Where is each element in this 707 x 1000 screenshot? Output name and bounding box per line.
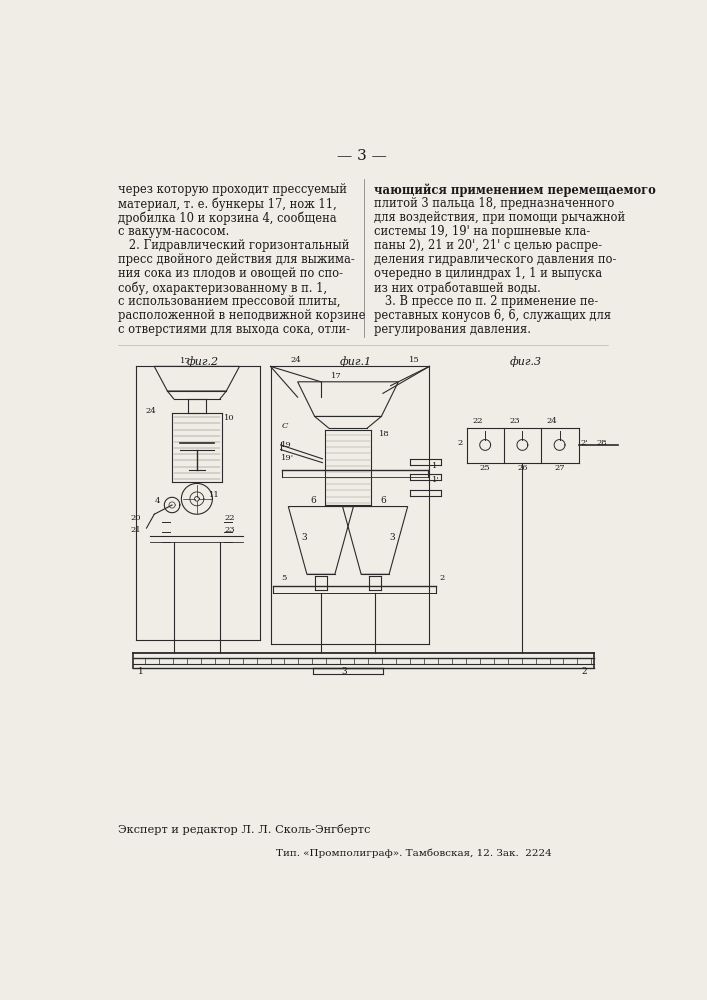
Text: 2: 2 — [457, 439, 463, 447]
Text: 27: 27 — [554, 464, 565, 472]
Text: паны 2), 21 и 20', 21' с целью распре-: паны 2), 21 и 20', 21' с целью распре- — [373, 239, 602, 252]
Text: очередно в цилиндрах 1, 1 и выпуска: очередно в цилиндрах 1, 1 и выпуска — [373, 267, 602, 280]
Text: 11: 11 — [209, 491, 219, 499]
Text: 17: 17 — [331, 372, 341, 380]
Text: чающийся применением перемещаемого: чающийся применением перемещаемого — [373, 183, 655, 197]
Text: 2': 2' — [580, 439, 588, 447]
Text: 4: 4 — [154, 497, 160, 505]
Text: 21: 21 — [131, 526, 141, 534]
Text: 3. В прессе по п. 2 применение пе-: 3. В прессе по п. 2 применение пе- — [373, 295, 598, 308]
Text: через которую проходит прессуемый: через которую проходит прессуемый — [118, 183, 346, 196]
Text: 3: 3 — [390, 533, 395, 542]
Text: 28: 28 — [597, 439, 607, 447]
Text: 25: 25 — [480, 464, 491, 472]
Text: 3: 3 — [301, 533, 307, 542]
Text: 3: 3 — [341, 667, 347, 676]
Text: с использованием прессовой плиты,: с использованием прессовой плиты, — [118, 295, 340, 308]
Text: регулирования давления.: регулирования давления. — [373, 323, 530, 336]
Text: собу, охарактеризованному в п. 1,: собу, охарактеризованному в п. 1, — [118, 281, 327, 295]
Text: 24: 24 — [547, 417, 557, 425]
Text: C: C — [281, 422, 288, 430]
Text: плитой 3 пальца 18, предназначенного: плитой 3 пальца 18, предназначенного — [373, 197, 614, 210]
Text: 6: 6 — [310, 496, 316, 505]
Text: 24: 24 — [291, 356, 301, 364]
Text: 2. Гидравлический горизонтальный: 2. Гидравлический горизонтальный — [118, 239, 349, 252]
Text: фиг.1: фиг.1 — [339, 356, 372, 367]
Text: — 3 —: — 3 — — [337, 149, 387, 163]
Text: 20: 20 — [131, 514, 141, 522]
Text: расположенной в неподвижной корзине: расположенной в неподвижной корзине — [118, 309, 366, 322]
Text: для воздействия, при помощи рычажной: для воздействия, при помощи рычажной — [373, 211, 625, 224]
Text: 22: 22 — [473, 417, 484, 425]
Text: 5: 5 — [281, 574, 286, 582]
Text: 23: 23 — [509, 417, 520, 425]
Text: 1: 1 — [433, 462, 438, 470]
Text: 1: 1 — [138, 667, 144, 676]
Text: фиг.2: фиг.2 — [187, 356, 219, 367]
Text: 17: 17 — [180, 357, 191, 365]
Text: материал, т. е. бункеры 17, нож 11,: материал, т. е. бункеры 17, нож 11, — [118, 197, 337, 211]
Text: 19': 19' — [281, 454, 293, 462]
Text: 19: 19 — [281, 441, 291, 449]
Text: 15: 15 — [409, 356, 419, 364]
Text: 2: 2 — [582, 667, 588, 676]
Text: системы 19, 19' на поршневые кла-: системы 19, 19' на поршневые кла- — [373, 225, 590, 238]
Text: 23: 23 — [224, 526, 235, 534]
Text: 6: 6 — [380, 496, 386, 505]
Text: Тип. «Промполиграф». Тамбовская, 12. Зак.  2224: Тип. «Промполиграф». Тамбовская, 12. Зак… — [276, 848, 551, 858]
Text: 1': 1' — [433, 476, 440, 484]
Text: 24: 24 — [146, 407, 156, 415]
Text: из них отработавшей воды.: из них отработавшей воды. — [373, 281, 540, 295]
Text: Эксперт и редактор Л. Л. Сколь-Энгбертс: Эксперт и редактор Л. Л. Сколь-Энгбертс — [118, 824, 370, 835]
Text: 2: 2 — [439, 574, 445, 582]
Text: 10: 10 — [224, 414, 235, 422]
Text: 22: 22 — [224, 514, 235, 522]
Text: пресс двойного действия для выжима-: пресс двойного действия для выжима- — [118, 253, 355, 266]
Text: дробилка 10 и корзина 4, сообщена: дробилка 10 и корзина 4, сообщена — [118, 211, 337, 225]
Text: реставных конусов 6, 6, служащих для: реставных конусов 6, 6, служащих для — [373, 309, 611, 322]
Text: фиг.3: фиг.3 — [510, 356, 542, 367]
Text: с вакуум-насосом.: с вакуум-насосом. — [118, 225, 229, 238]
Text: 26: 26 — [517, 464, 527, 472]
Text: деления гидравлического давления по-: деления гидравлического давления по- — [373, 253, 616, 266]
Text: 18: 18 — [379, 430, 390, 438]
Text: ния сока из плодов и овощей по спо-: ния сока из плодов и овощей по спо- — [118, 267, 343, 280]
Text: с отверстиями для выхода сока, отли-: с отверстиями для выхода сока, отли- — [118, 323, 350, 336]
